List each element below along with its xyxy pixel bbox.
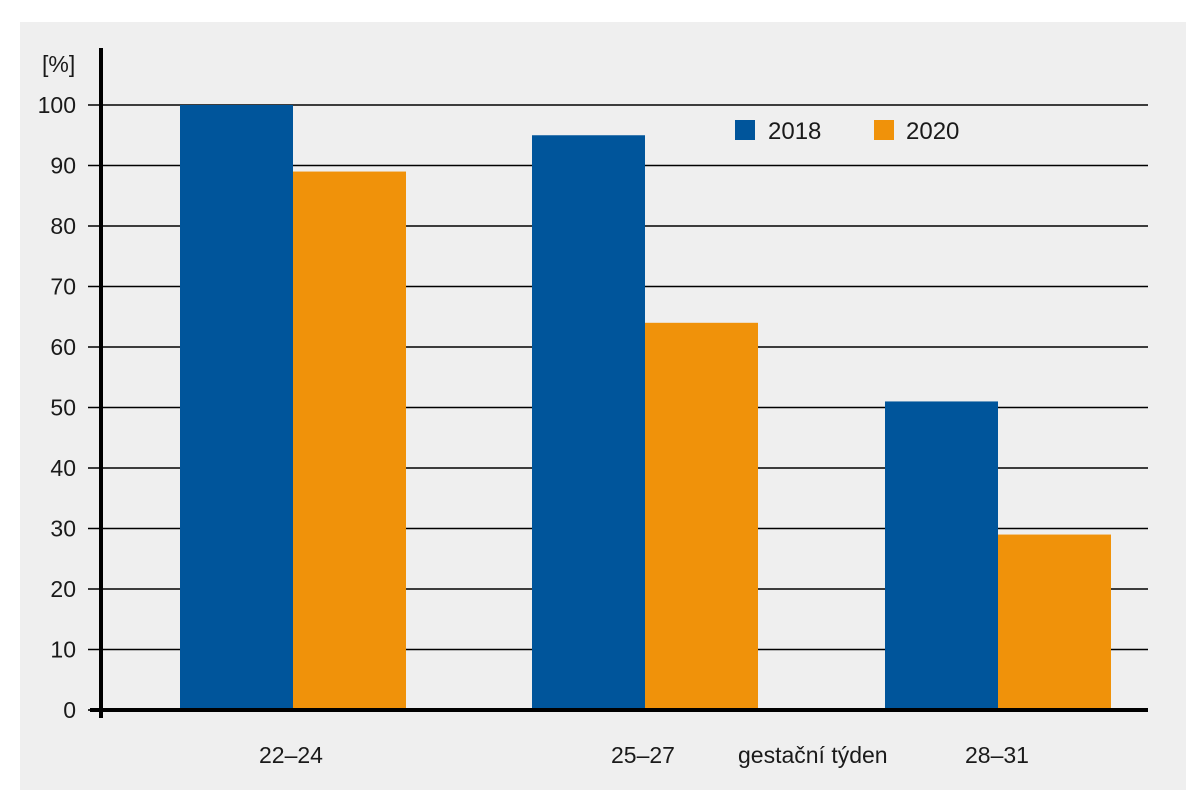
legend-label: 2018 [768,118,821,145]
y-tick-label: 80 [50,213,76,239]
y-tick-label: 40 [50,455,76,481]
y-tick-label: 10 [50,637,76,663]
x-axis-label: gestační týden [738,742,888,768]
y-tick-labels: 0 10 20 30 40 50 60 70 80 90 100 [38,92,76,723]
y-tick-label: 100 [38,92,76,118]
x-tick-label: 22–24 [259,742,323,768]
legend: 2018 2020 [735,118,959,145]
y-tick-label: 70 [50,274,76,300]
y-axis-label: [%] [42,51,75,77]
y-tick-label: 50 [50,395,76,421]
bar-2020-2 [998,534,1111,710]
legend-swatch-2020 [874,120,894,140]
x-tick-labels: 22–24 25–27 28–31 [259,742,1029,768]
bar-2018-1 [532,135,645,710]
bar-2018-0 [180,105,293,710]
bar-2020-1 [645,322,758,710]
y-tick-label: 30 [50,516,76,542]
bars [180,105,1111,711]
y-tick-label: 60 [50,334,76,360]
legend-label: 2020 [906,118,959,145]
y-tick-label: 90 [50,153,76,179]
y-tick-label: 0 [63,697,76,723]
x-tick-label: 25–27 [611,742,675,768]
y-tick-label: 20 [50,576,76,602]
legend-swatch-2018 [735,120,755,140]
bar-2020-0 [293,171,406,711]
axes [90,48,1148,718]
bar-2018-2 [885,401,998,710]
x-tick-label: 28–31 [965,742,1029,768]
